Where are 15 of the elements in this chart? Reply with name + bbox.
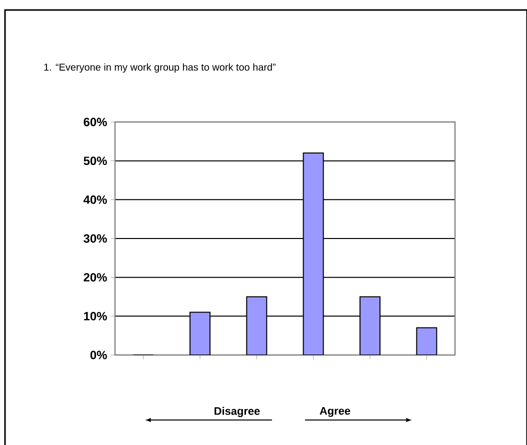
y-tick-label: 20% — [84, 273, 107, 282]
y-tick-label: 50% — [84, 156, 107, 166]
bar — [416, 327, 438, 355]
bar — [360, 296, 381, 355]
bar — [190, 312, 211, 355]
chart-title: 1. “Everyone in my work group has to work too hard” — [44, 63, 276, 73]
y-tick-label: 60% — [84, 118, 107, 126]
y-tick-label: 0% — [90, 350, 107, 360]
y-tick-label: 40% — [83, 195, 107, 204]
y-tick-label: 10% — [84, 312, 107, 320]
y-tick-label: 30% — [84, 234, 107, 243]
text: Disagree — [214, 406, 260, 418]
text: Agree — [320, 407, 350, 417]
bar — [302, 152, 324, 355]
bar — [246, 296, 268, 355]
